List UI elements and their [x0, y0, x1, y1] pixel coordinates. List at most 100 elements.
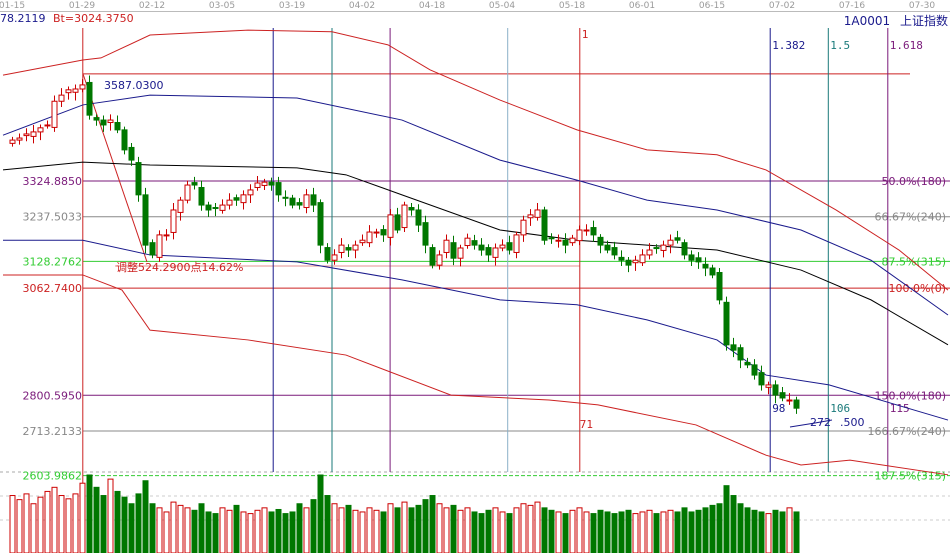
level-price-label: 2800.5950: [23, 389, 83, 402]
candle-down: [317, 202, 324, 246]
volume-bar: [590, 513, 597, 553]
volume-bar: [184, 507, 191, 553]
level-price-label: 3237.5033: [23, 211, 83, 224]
volume-bar: [72, 493, 79, 553]
candle-up: [107, 119, 114, 124]
candle-up: [373, 231, 380, 234]
candle-up: [786, 399, 793, 402]
date-tick-label: 06-15: [699, 1, 725, 11]
candle-up: [583, 229, 590, 232]
volume-bar: [135, 493, 142, 553]
candle-up: [156, 234, 163, 258]
volume-bar: [632, 513, 639, 553]
candle-up: [499, 244, 506, 249]
candle-down: [709, 267, 716, 276]
candle-down: [149, 242, 156, 256]
volume-bar: [359, 511, 366, 553]
candle-down: [289, 197, 296, 206]
volume-bar: [646, 509, 653, 553]
volume-bar: [548, 509, 555, 553]
candle-up: [44, 124, 51, 127]
volume-bar: [219, 507, 226, 553]
date-tick-label: 06-01: [629, 1, 655, 11]
candle-up: [58, 94, 65, 102]
volume-bar: [674, 511, 681, 553]
candle-up: [660, 244, 667, 251]
date-tick-label: 07-30: [909, 1, 935, 11]
volume-bar: [366, 507, 373, 553]
volume-bar: [744, 507, 751, 553]
band-line: [2, 94, 949, 316]
volume-bar: [23, 493, 30, 553]
candle-down: [772, 384, 779, 396]
candle-up: [170, 209, 177, 233]
volume-bar: [639, 511, 646, 553]
volume-bar: [499, 511, 506, 553]
volume-bar: [415, 504, 422, 553]
volume-bar: [149, 503, 156, 553]
volume-bar: [618, 511, 625, 553]
volume-bar: [408, 507, 415, 553]
time-ratio-label: 1.382: [772, 39, 805, 52]
candle-up: [667, 239, 674, 246]
candle-down: [597, 236, 604, 246]
volume-bar: [772, 509, 779, 553]
band-line: [3, 274, 949, 476]
candle-up: [436, 254, 443, 266]
time-ratio-label: 1: [582, 28, 589, 41]
candle-up: [520, 219, 527, 236]
candle-down: [688, 254, 695, 261]
candle-down: [142, 194, 149, 246]
date-tick-label: 02-12: [139, 1, 165, 11]
bt-value: Bt=3024.3750: [53, 12, 134, 25]
volume-bar: [240, 511, 247, 553]
volume-bar: [58, 495, 65, 553]
candle-down: [485, 247, 492, 256]
candle-up: [184, 184, 191, 201]
candle-up: [177, 199, 184, 213]
volume-bar: [268, 511, 275, 553]
candle-up: [632, 259, 639, 264]
volume-bar: [786, 507, 793, 553]
level-price-label: 3062.7400: [23, 282, 83, 295]
volume-bar: [121, 496, 128, 553]
candle-down: [93, 117, 100, 121]
volume-bar: [44, 490, 51, 553]
level-percent-label: 66.67%(240): [874, 211, 946, 224]
volume-bar: [156, 507, 163, 553]
candle-up: [240, 194, 247, 204]
candle-down: [275, 182, 282, 196]
candle-down: [625, 259, 632, 266]
level-percent-label: 187.5%(315): [874, 470, 946, 483]
target-label: .500: [840, 416, 865, 429]
candle-up: [569, 237, 576, 244]
candle-down: [268, 181, 275, 186]
candle-down: [100, 119, 107, 126]
volume-bar: [611, 513, 618, 553]
volume-bar: [576, 507, 583, 553]
candle-down: [681, 242, 688, 256]
volume-bar: [317, 474, 324, 553]
volume-bar: [338, 507, 345, 553]
volume-bar: [191, 509, 198, 553]
volume-bar: [254, 509, 261, 553]
volume-bar: [793, 511, 800, 553]
candle-up: [443, 239, 450, 253]
volume-bar: [716, 503, 723, 553]
volume-bar: [485, 509, 492, 553]
volume-bar: [597, 509, 604, 553]
volume-bar: [16, 499, 23, 553]
volume-bar: [212, 513, 219, 553]
candle-up: [513, 234, 520, 253]
candle-down: [541, 209, 548, 241]
volume-bar: [205, 511, 212, 553]
candle-down: [121, 129, 128, 151]
candle-up: [765, 384, 772, 388]
level-percent-label: 166.67%(240): [867, 425, 946, 438]
candle-up: [492, 247, 499, 258]
header-left: 78.2119 Bt=3024.3750: [0, 12, 134, 25]
volume-bar: [660, 511, 667, 553]
candle-down: [450, 242, 457, 259]
level-percent-label: 150.0%(180): [874, 389, 946, 402]
